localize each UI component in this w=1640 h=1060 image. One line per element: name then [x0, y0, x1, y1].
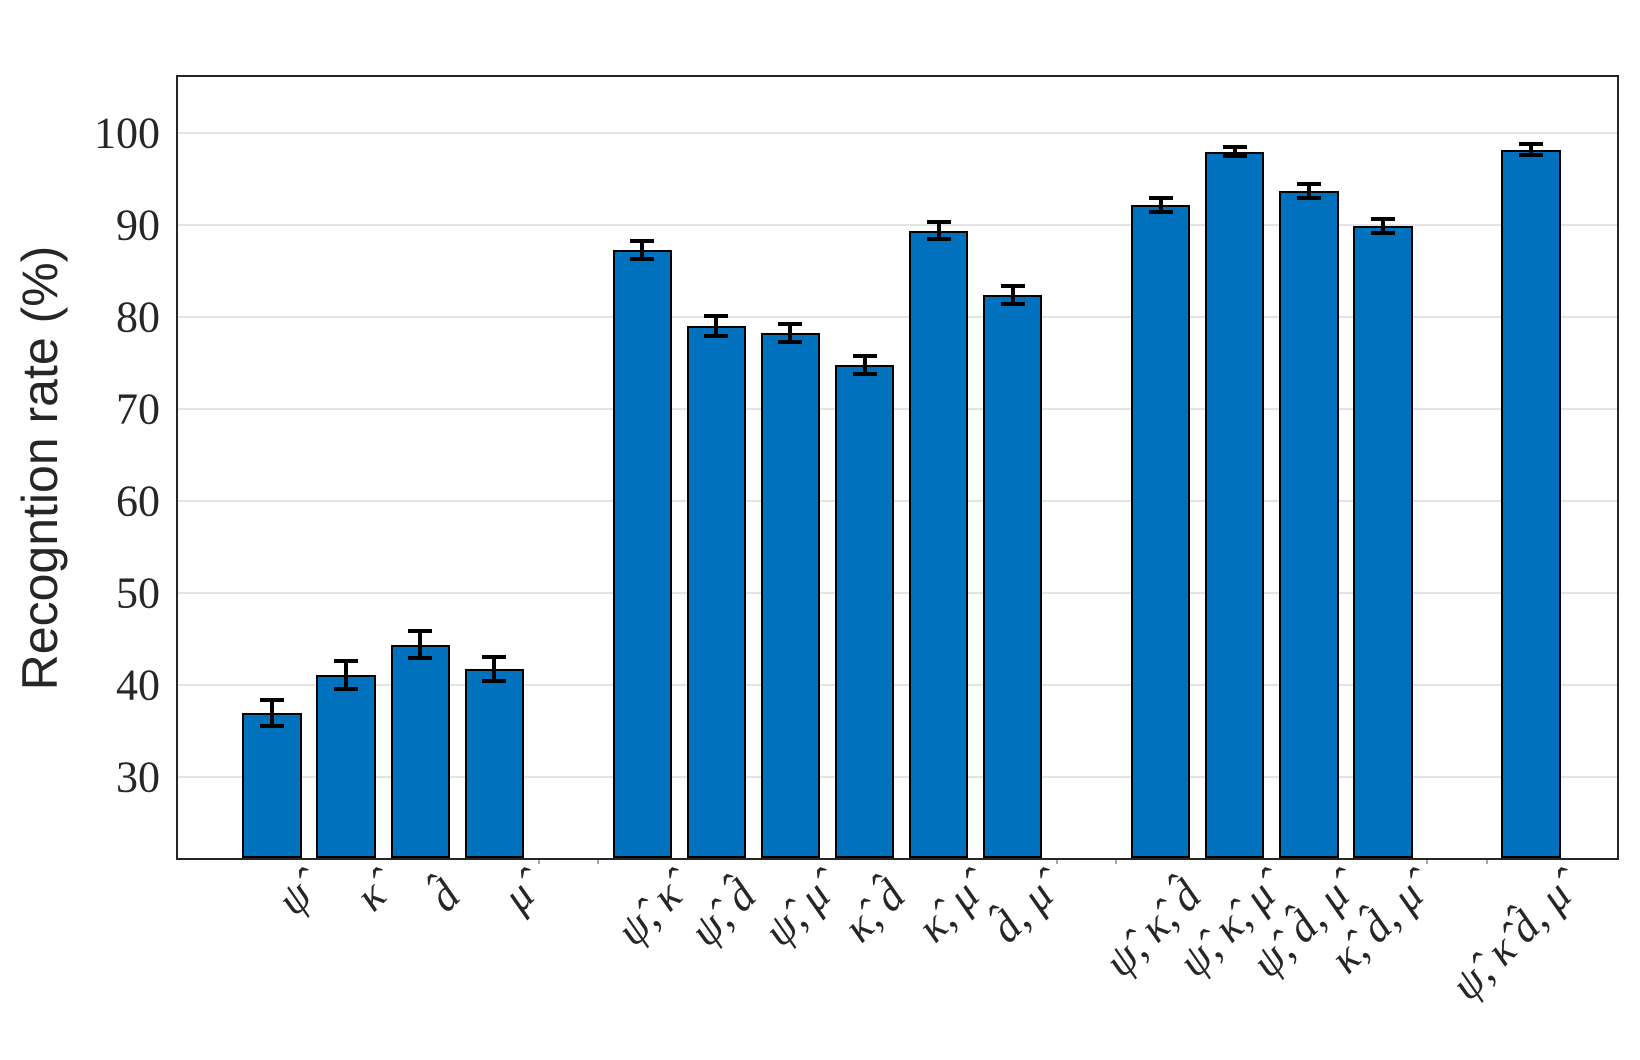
error-bar-cap	[630, 238, 655, 243]
error-bar-line	[714, 316, 719, 337]
bar	[760, 332, 821, 858]
error-bar-cap	[852, 353, 877, 358]
gridline	[178, 224, 1617, 227]
error-bar-cap	[1519, 142, 1544, 147]
error-bar-cap	[482, 679, 507, 684]
x-axis-minor-tick	[1485, 858, 1488, 864]
error-bar-cap	[1296, 196, 1321, 201]
bar	[242, 712, 302, 858]
error-bar-cap	[1296, 181, 1321, 186]
error-bar-cap	[408, 656, 433, 661]
error-bar-cap	[630, 257, 655, 262]
error-bar-line	[1306, 183, 1311, 199]
gridline	[178, 132, 1617, 135]
error-bar-line	[344, 661, 349, 689]
x-axis-minor-tick	[1426, 858, 1429, 864]
bar	[1279, 191, 1339, 858]
error-bar-cap	[1519, 153, 1544, 158]
bar	[834, 364, 895, 858]
error-bar-cap	[778, 339, 803, 344]
bar	[390, 644, 450, 858]
error-bar-line	[1380, 218, 1385, 234]
error-bar-cap	[408, 628, 433, 633]
x-axis-minor-tick	[537, 858, 540, 864]
error-bar-line	[1529, 144, 1534, 156]
error-bar-line	[270, 699, 275, 726]
error-bar-cap	[1370, 216, 1395, 221]
error-bar-line	[1158, 197, 1163, 213]
bar	[1353, 226, 1413, 858]
y-tick-label: 50	[116, 568, 160, 618]
error-bar-cap	[334, 659, 359, 664]
bar	[983, 295, 1043, 858]
y-tick-label: 70	[116, 384, 160, 434]
error-bar-cap	[1222, 144, 1247, 149]
y-tick-label: 80	[116, 292, 160, 342]
x-axis-minor-tick	[1115, 858, 1118, 864]
y-tick-label: 40	[116, 660, 160, 710]
error-bar-line	[1232, 146, 1237, 157]
error-bar-cap	[1000, 302, 1025, 307]
error-bar-cap	[1148, 210, 1173, 215]
error-bar-cap	[778, 321, 803, 326]
error-bar-cap	[926, 236, 951, 241]
error-bar-cap	[1148, 195, 1173, 200]
x-axis-minor-tick	[1056, 858, 1059, 864]
gridline	[178, 592, 1617, 595]
error-bar-line	[936, 222, 941, 239]
gridline	[178, 776, 1617, 779]
y-tick-label: 30	[116, 752, 160, 802]
gridline	[178, 316, 1617, 319]
error-bar-cap	[1222, 154, 1247, 159]
error-bar-line	[418, 630, 423, 659]
error-bar-cap	[926, 220, 951, 225]
bar	[1205, 151, 1265, 858]
bar	[686, 326, 747, 858]
bar	[612, 249, 672, 858]
error-bar-cap	[260, 697, 285, 702]
error-bar-line	[788, 323, 793, 342]
y-tick-label: 90	[116, 200, 160, 250]
bar	[464, 669, 524, 858]
bar	[1131, 204, 1191, 858]
gridline	[178, 500, 1617, 503]
y-tick-label: 60	[116, 476, 160, 526]
error-bar-cap	[260, 723, 285, 728]
error-bar-line	[1010, 285, 1015, 305]
error-bar-line	[492, 657, 497, 682]
error-bar-line	[862, 355, 867, 375]
error-bar-cap	[482, 655, 507, 660]
y-tick-label: 100	[94, 108, 160, 158]
gridline	[178, 408, 1617, 411]
bar	[1501, 149, 1561, 858]
bar	[316, 674, 376, 858]
error-bar-line	[640, 240, 645, 260]
error-bar-cap	[334, 686, 359, 691]
error-bar-cap	[704, 314, 729, 319]
error-bar-cap	[1000, 283, 1025, 288]
error-bar-cap	[1370, 231, 1395, 236]
gridline	[178, 684, 1617, 687]
x-axis-minor-tick	[596, 858, 599, 864]
error-bar-cap	[704, 334, 729, 339]
error-bar-cap	[852, 372, 877, 377]
bar	[908, 230, 969, 858]
